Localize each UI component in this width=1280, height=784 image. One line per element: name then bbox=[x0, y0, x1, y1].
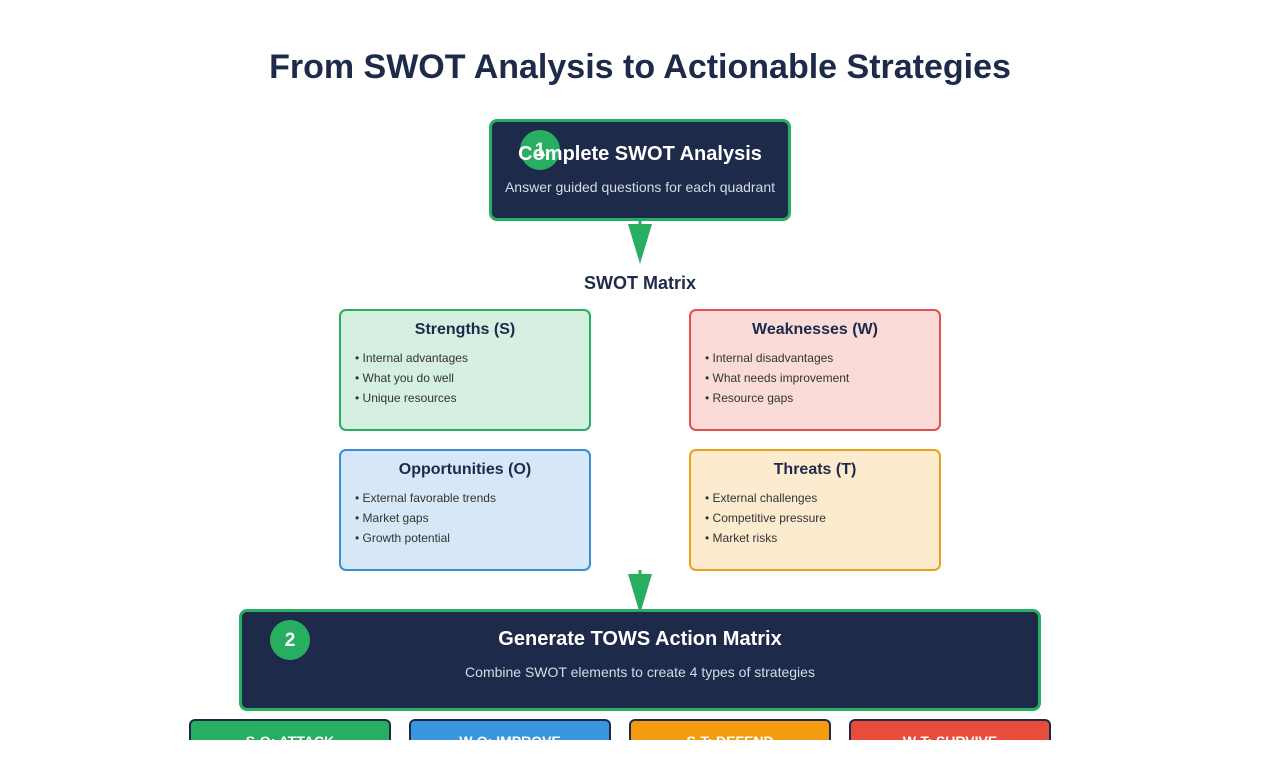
list-item: • External challenges bbox=[705, 491, 818, 505]
list-item: • Growth potential bbox=[355, 531, 450, 545]
list-item: • Unique resources bbox=[355, 391, 457, 405]
step-1-title: Complete SWOT Analysis bbox=[518, 143, 762, 165]
arrow-down-icon bbox=[628, 220, 652, 264]
step-1-description: Answer guided questions for each quadran… bbox=[504, 179, 776, 195]
quadrant-list: • Internal disadvantages • What needs im… bbox=[705, 348, 925, 408]
quadrant-threats: Threats (T) • External challenges • Comp… bbox=[689, 449, 941, 571]
viewport-cutoff bbox=[0, 740, 1280, 784]
list-item: • Competitive pressure bbox=[705, 511, 826, 525]
list-item: • Market gaps bbox=[355, 511, 429, 525]
list-item: • Internal disadvantages bbox=[705, 351, 834, 365]
quadrant-list: • Internal advantages • What you do well… bbox=[355, 348, 575, 408]
list-item: • What you do well bbox=[355, 371, 454, 385]
swot-matrix-title: SWOT Matrix bbox=[583, 273, 696, 293]
quadrant-list: • External favorable trends • Market gap… bbox=[355, 488, 575, 548]
list-item: • Resource gaps bbox=[705, 391, 794, 405]
step-1-box: 1 Complete SWOT Analysis Answer guided q… bbox=[489, 119, 791, 221]
step-2-number-badge: 2 bbox=[270, 620, 310, 660]
arrow-down-icon bbox=[628, 570, 652, 614]
step-2-title: Generate TOWS Action Matrix bbox=[498, 628, 782, 650]
quadrant-list: • External challenges • Competitive pres… bbox=[705, 488, 925, 548]
quadrant-title: Threats (T) bbox=[773, 461, 857, 478]
list-item: • What needs improvement bbox=[705, 371, 850, 385]
quadrant-title: Weaknesses (W) bbox=[752, 321, 878, 338]
list-item: • Internal advantages bbox=[355, 351, 468, 365]
step-1-number-badge: 1 bbox=[520, 130, 560, 170]
step-2-box: 2 Generate TOWS Action Matrix Combine SW… bbox=[239, 609, 1041, 711]
page-title: From SWOT Analysis to Actionable Strateg… bbox=[269, 48, 1011, 86]
quadrant-weaknesses: Weaknesses (W) • Internal disadvantages … bbox=[689, 309, 941, 431]
quadrant-title: Opportunities (O) bbox=[398, 461, 532, 478]
quadrant-strengths: Strengths (S) • Internal advantages • Wh… bbox=[339, 309, 591, 431]
list-item: • External favorable trends bbox=[355, 491, 496, 505]
step-2-description: Combine SWOT elements to create 4 types … bbox=[465, 664, 815, 680]
list-item: • Market risks bbox=[705, 531, 778, 545]
quadrant-opportunities: Opportunities (O) • External favorable t… bbox=[339, 449, 591, 571]
quadrant-title: Strengths (S) bbox=[414, 321, 516, 338]
